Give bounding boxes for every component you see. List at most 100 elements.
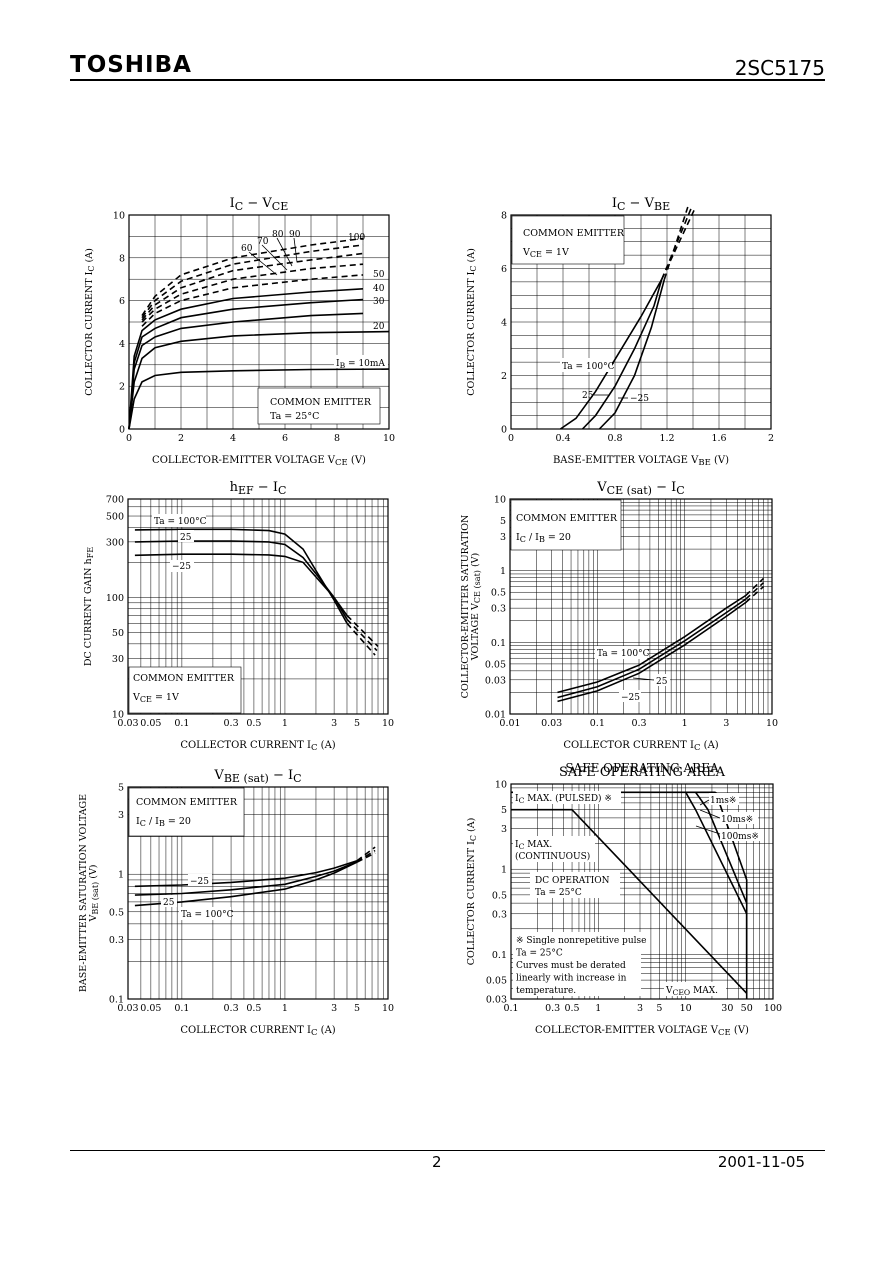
x-tick-label: 0.8 <box>607 433 622 444</box>
note-line: temperature. <box>516 986 576 996</box>
y-tick-label: 0.05 <box>485 659 506 670</box>
y-tick-label: 0.05 <box>486 976 507 987</box>
x-tick-label: 3 <box>637 1003 643 1014</box>
label-bg <box>513 932 641 996</box>
x-tick-label: 0.1 <box>174 718 189 729</box>
x-tick-label: 0.05 <box>140 1003 161 1014</box>
y-tick-label: 300 <box>106 537 124 548</box>
chart-vbesat-ic: 0.03 0.05 0.1 0.3 0.5 1 3 5 10 0.1 0.3 0.5 1 3 5 VBE (s… <box>78 768 394 1038</box>
plot-frame <box>510 214 772 430</box>
plot-frame <box>128 214 390 430</box>
x-tick-label: 6 <box>282 433 288 444</box>
note-line: linearly with increase in <box>516 974 627 984</box>
x-tick-label: 8 <box>334 433 340 444</box>
series-line <box>661 206 693 280</box>
series-line <box>346 614 379 647</box>
leader-line <box>699 809 721 819</box>
plot-frame <box>127 498 389 715</box>
annotation-line: COMMON EMITTER <box>133 673 235 684</box>
series-label: Ta = 100°C <box>562 362 615 372</box>
series-label: 60 <box>241 244 253 254</box>
part-number: 2SC5175 <box>734 56 825 80</box>
x-tick-label: 0.01 <box>499 718 520 729</box>
y-axis-label: BASE-EMITTER SATURATION VOLTAGE <box>78 794 89 992</box>
series-line <box>356 846 376 862</box>
series-line <box>557 601 747 703</box>
annotation-box <box>128 666 242 714</box>
x-tick-label: 10 <box>382 1003 394 1014</box>
label-bg <box>654 674 670 686</box>
label-bg <box>178 530 194 542</box>
annotation-line: COMMON EMITTER <box>523 228 625 239</box>
x-tick-label: 0.5 <box>246 1003 261 1014</box>
x-axis-label: COLLECTOR-EMITTER VOLTAGE VCE (V) <box>535 1025 749 1038</box>
x-tick-label: 10 <box>382 718 394 729</box>
series-label: IB = 10mA <box>336 359 385 370</box>
series-line <box>141 252 364 321</box>
x-tick-label: 3 <box>723 718 729 729</box>
y-tick-label: 0 <box>119 425 125 436</box>
series-label: 25 <box>656 677 668 687</box>
y-tick-label: 6 <box>501 264 507 275</box>
x-tick-label: 2 <box>768 433 774 444</box>
y-tick-label: 0.03 <box>485 675 506 686</box>
toshiba-logo: TOSHIBA <box>70 52 192 78</box>
x-tick-label: 0.3 <box>545 1003 560 1014</box>
label-bg <box>334 355 388 368</box>
x-tick-label: 5 <box>656 1003 662 1014</box>
series-label: 25 <box>582 391 594 401</box>
series-line <box>663 206 689 280</box>
y-tick-label: 6 <box>119 296 125 307</box>
label-bg <box>560 358 612 372</box>
chart-title-text: SAFE OPERATING AREA <box>565 761 719 775</box>
label-100ms: 100ms※ <box>721 832 759 842</box>
series-line <box>557 594 747 694</box>
y-tick-label: 5 <box>500 516 506 527</box>
label-ic-continuous: IC MAX. <box>515 840 552 851</box>
x-tick-label: 0.5 <box>246 718 261 729</box>
y-tick-label: 1 <box>501 865 507 876</box>
y-axis-label-2: VBE (sat) (V) <box>88 864 100 922</box>
note-line: Curves must be derated <box>516 961 626 971</box>
y-tick-label: 100 <box>106 593 124 604</box>
x-axis-label: COLLECTOR CURRENT IC (A) <box>180 740 335 753</box>
x-tick-label: 1 <box>682 718 688 729</box>
annotation-line: VCE = 1V <box>522 247 569 259</box>
label-bg <box>170 560 194 572</box>
label-bg <box>619 690 641 702</box>
footer-rule <box>70 1150 825 1151</box>
annotation-line: IC / IB = 20 <box>136 816 191 828</box>
grid-hfe-ic <box>127 498 389 715</box>
note-line: ※ Single nonrepetitive pulse <box>516 936 646 946</box>
annotation-line: VCE = 1V <box>132 692 179 704</box>
grid-ic-vbe <box>510 214 772 430</box>
annotation-line: COMMON EMITTER <box>270 397 372 408</box>
series-label: Ta = 100°C <box>597 649 650 659</box>
y-tick-label: 4 <box>501 318 507 329</box>
x-tick-label: 0.5 <box>564 1003 579 1014</box>
series-line <box>745 577 765 597</box>
chart-title: SAFE OPERATING AREA <box>559 765 726 780</box>
y-tick-label: 3 <box>501 824 507 835</box>
x-tick-label: 0.1 <box>503 1003 518 1014</box>
chart-vcesat-ic: 0.01 0.03 0.1 0.3 1 3 10 0.01 0.03 0.05 0.1 0.3 0.5 1… <box>460 480 778 753</box>
chart-title: VCE (sat) − IC <box>596 480 684 497</box>
label-ic-continuous-2: (CONTINUOUS) <box>515 851 590 862</box>
x-tick-label: 10 <box>766 718 778 729</box>
plot-frame <box>510 783 774 1000</box>
label-bg <box>152 514 206 527</box>
y-tick-label: 10 <box>112 710 124 721</box>
page-number: 2 <box>432 1153 442 1171</box>
series-line <box>745 582 765 600</box>
series-label: Ta = 100°C <box>181 910 234 920</box>
chart-ic-vbe: 0 0.4 0.8 1.2 1.6 2 0 2 4 6 8 IC − VBE BASE-EMITTER … <box>466 196 774 468</box>
series-line <box>581 278 663 430</box>
y-axis-label: COLLECTOR CURRENT IC (A) <box>84 248 96 396</box>
label-bg <box>720 812 758 824</box>
series-line <box>134 860 358 888</box>
label-bg <box>161 895 177 907</box>
y-tick-label: 8 <box>119 253 125 264</box>
y-tick-label: 3 <box>118 810 124 821</box>
